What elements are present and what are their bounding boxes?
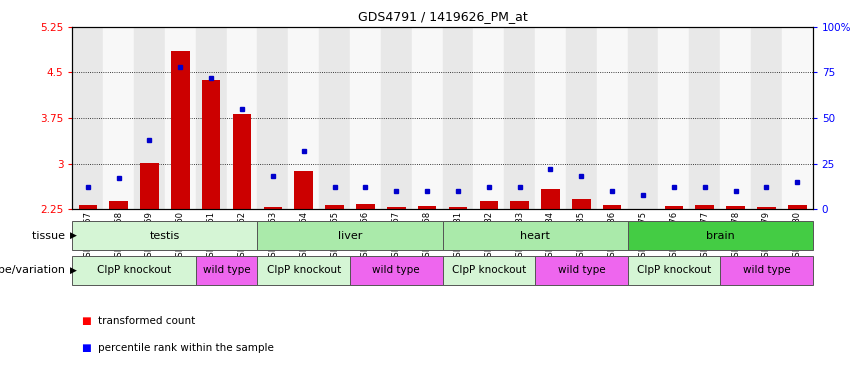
Bar bbox=[72, 27, 103, 209]
Bar bbox=[597, 27, 627, 209]
Bar bbox=[196, 27, 226, 209]
Bar bbox=[627, 256, 720, 285]
Bar bbox=[257, 221, 443, 250]
Text: genotype/variation: genotype/variation bbox=[0, 265, 68, 275]
Bar bbox=[751, 27, 782, 209]
Text: testis: testis bbox=[150, 231, 180, 241]
Bar bbox=[319, 27, 350, 209]
Text: ■: ■ bbox=[81, 343, 90, 353]
Bar bbox=[232, 114, 251, 209]
Bar bbox=[264, 207, 282, 209]
Text: wild type: wild type bbox=[557, 265, 605, 275]
Bar bbox=[350, 27, 380, 209]
Bar bbox=[171, 51, 190, 209]
Text: liver: liver bbox=[338, 231, 363, 241]
Bar bbox=[325, 205, 344, 209]
Bar bbox=[504, 27, 535, 209]
Bar bbox=[479, 201, 498, 209]
Text: ClpP knockout: ClpP knockout bbox=[97, 265, 171, 275]
Bar bbox=[134, 27, 165, 209]
Bar bbox=[782, 27, 813, 209]
Bar bbox=[689, 27, 720, 209]
Bar bbox=[196, 256, 257, 285]
Bar bbox=[541, 189, 560, 209]
Text: tissue: tissue bbox=[31, 231, 68, 241]
Bar bbox=[72, 256, 196, 285]
Bar bbox=[627, 27, 659, 209]
Text: wild type: wild type bbox=[203, 265, 250, 275]
Bar bbox=[380, 27, 412, 209]
Bar bbox=[356, 204, 374, 209]
Text: ▶: ▶ bbox=[70, 231, 77, 240]
Text: percentile rank within the sample: percentile rank within the sample bbox=[98, 343, 274, 353]
Text: ClpP knockout: ClpP knockout bbox=[637, 265, 711, 275]
Text: GDS4791 / 1419626_PM_at: GDS4791 / 1419626_PM_at bbox=[357, 10, 528, 23]
Bar bbox=[566, 27, 597, 209]
Text: ▶: ▶ bbox=[70, 266, 77, 275]
Bar bbox=[726, 206, 745, 209]
Bar bbox=[257, 256, 350, 285]
Bar bbox=[443, 256, 535, 285]
Bar bbox=[535, 27, 566, 209]
Bar bbox=[788, 205, 807, 209]
Bar bbox=[288, 27, 319, 209]
Bar bbox=[473, 27, 504, 209]
Bar bbox=[140, 163, 158, 209]
Bar bbox=[659, 27, 689, 209]
Bar bbox=[202, 80, 220, 209]
Bar bbox=[720, 256, 813, 285]
Bar bbox=[294, 171, 313, 209]
Text: wild type: wild type bbox=[743, 265, 791, 275]
Text: brain: brain bbox=[705, 231, 734, 241]
Bar bbox=[350, 256, 443, 285]
Text: ClpP knockout: ClpP knockout bbox=[266, 265, 341, 275]
Bar bbox=[695, 205, 714, 209]
Text: transformed count: transformed count bbox=[98, 316, 195, 326]
Bar bbox=[511, 201, 528, 209]
Bar bbox=[387, 207, 405, 209]
Text: wild type: wild type bbox=[373, 265, 420, 275]
Bar bbox=[757, 207, 775, 209]
Bar bbox=[103, 27, 134, 209]
Bar bbox=[418, 206, 437, 209]
Bar bbox=[165, 27, 196, 209]
Bar bbox=[448, 207, 467, 209]
Bar bbox=[443, 27, 473, 209]
Bar bbox=[535, 256, 627, 285]
Bar bbox=[627, 221, 813, 250]
Text: ■: ■ bbox=[81, 316, 90, 326]
Bar bbox=[603, 205, 621, 209]
Bar bbox=[78, 205, 97, 209]
Text: ClpP knockout: ClpP knockout bbox=[452, 265, 526, 275]
Bar bbox=[443, 221, 627, 250]
Bar bbox=[72, 221, 257, 250]
Bar bbox=[412, 27, 443, 209]
Bar bbox=[257, 27, 288, 209]
Bar bbox=[109, 201, 128, 209]
Bar bbox=[720, 27, 751, 209]
Bar bbox=[226, 27, 257, 209]
Bar bbox=[665, 206, 683, 209]
Bar bbox=[572, 199, 591, 209]
Text: heart: heart bbox=[520, 231, 550, 241]
